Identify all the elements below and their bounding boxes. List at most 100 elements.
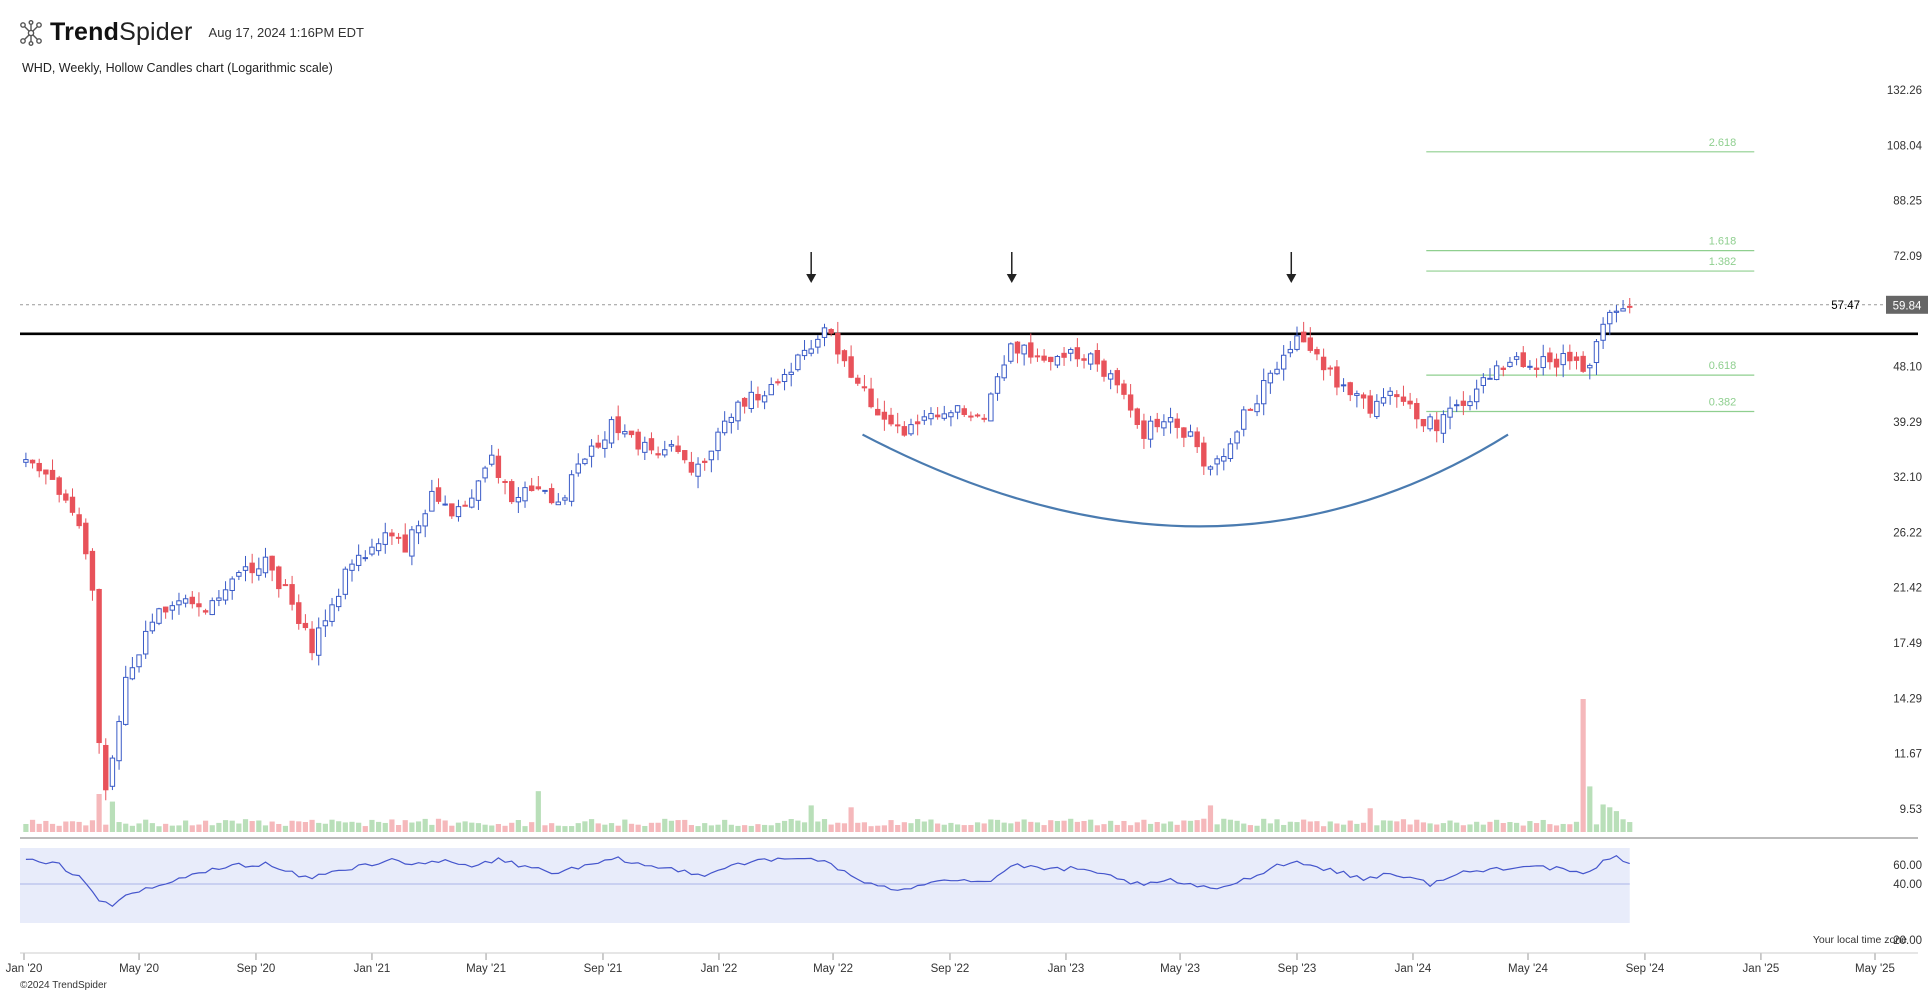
- candle-body: [835, 332, 841, 355]
- volume-bar: [828, 824, 834, 832]
- x-tick-label: May '20: [119, 963, 159, 975]
- candle-body: [349, 563, 355, 571]
- volume-bar: [262, 825, 269, 832]
- price-tick-label: 26.22: [1893, 527, 1922, 539]
- volume-bar: [389, 819, 395, 832]
- volume-bar: [269, 821, 275, 832]
- volume-bar: [129, 825, 135, 832]
- volume-bar: [1241, 823, 1247, 832]
- volume-bar: [462, 821, 468, 832]
- volume-bar: [675, 820, 681, 832]
- candle-body: [628, 430, 635, 436]
- volume-bar: [1387, 820, 1393, 832]
- candle-body: [688, 461, 695, 473]
- rounded-bottom-arc: [862, 433, 1509, 528]
- volume-bar: [755, 824, 761, 832]
- volume-bar: [994, 819, 1001, 832]
- candle-body: [1394, 394, 1400, 398]
- volume-bar: [1287, 821, 1293, 832]
- candle-body: [901, 426, 908, 436]
- volume-bar: [469, 822, 475, 832]
- volume-bar: [888, 820, 894, 832]
- candle-body: [828, 329, 834, 334]
- x-tick-label: Sep '21: [584, 963, 623, 975]
- volume-bar: [542, 825, 548, 832]
- volume-bar: [356, 822, 362, 832]
- rsi-tick-label: 60.00: [1893, 860, 1922, 872]
- volume-bar: [1307, 821, 1313, 832]
- candle-body: [761, 395, 768, 403]
- volume-bar: [1573, 821, 1580, 832]
- volume-bar: [588, 819, 595, 832]
- candle-body: [1540, 356, 1546, 369]
- volume-bar: [1627, 822, 1633, 832]
- candle-body: [582, 458, 588, 465]
- candle-body: [1593, 341, 1600, 364]
- volume-bar: [395, 824, 402, 832]
- rsi-line: [25, 854, 1630, 907]
- candle-body: [43, 469, 49, 475]
- x-tick-label: Sep '24: [1626, 963, 1665, 975]
- volume-bar: [1068, 818, 1074, 832]
- volume-bar: [309, 819, 315, 832]
- candle-body: [1274, 368, 1280, 375]
- fib-level-label: 0.618: [1709, 360, 1737, 372]
- candle-body: [282, 584, 289, 587]
- candle-body: [1008, 343, 1014, 362]
- volume-bar: [1294, 822, 1300, 832]
- volume-bar: [529, 822, 535, 832]
- volume-bar: [549, 823, 555, 832]
- candle-body: [1434, 419, 1440, 432]
- volume-bar: [742, 825, 748, 832]
- candle-body: [1454, 404, 1460, 407]
- candle-body: [1028, 342, 1034, 358]
- volume-bar: [875, 825, 881, 832]
- candle-body: [988, 393, 994, 422]
- volume-bar: [1008, 823, 1014, 832]
- candle-body: [855, 377, 861, 384]
- candle-body: [974, 414, 981, 417]
- candle-body: [229, 578, 235, 591]
- volume-bar: [1487, 821, 1493, 832]
- volume-bar: [954, 824, 961, 832]
- volume-bar: [815, 821, 821, 832]
- volume-bar: [415, 821, 422, 832]
- volume-bar: [1001, 822, 1007, 832]
- volume-bar: [1041, 825, 1047, 832]
- x-tick-label: Jan '22: [701, 963, 738, 975]
- candle-body: [1061, 352, 1067, 358]
- candle-body: [1068, 349, 1074, 354]
- volume-bar: [163, 823, 169, 832]
- candle-body: [801, 349, 808, 357]
- candle-body: [515, 496, 522, 503]
- candle-body: [522, 487, 528, 502]
- candle-body: [249, 562, 255, 574]
- candle-body: [1487, 377, 1493, 380]
- x-tick-label: Jan '25: [1743, 963, 1780, 975]
- x-tick-label: Jan '21: [354, 963, 391, 975]
- candle-body: [1420, 418, 1427, 427]
- volume-bar: [502, 825, 508, 832]
- volume-bar: [655, 822, 661, 832]
- volume-bar: [628, 823, 635, 832]
- volume-bar: [109, 801, 116, 832]
- candle-body: [335, 595, 342, 608]
- candle-body: [495, 455, 502, 478]
- volume-bar: [855, 822, 861, 832]
- candle-body: [242, 566, 249, 571]
- candle-body: [741, 397, 748, 407]
- price-tick-label: 108.04: [1887, 140, 1923, 152]
- volume-bar: [1440, 823, 1446, 832]
- fib-level-label: 1.618: [1709, 236, 1737, 248]
- candle-body: [316, 627, 322, 656]
- volume-bar: [1360, 822, 1367, 832]
- volume-bar: [89, 820, 96, 832]
- volume-bar: [1141, 819, 1147, 832]
- volume-bar: [1147, 823, 1154, 832]
- candle-body: [1101, 360, 1107, 377]
- candle-body: [289, 584, 295, 605]
- candle-body: [1527, 365, 1533, 368]
- candle-body: [1587, 364, 1593, 369]
- candle-body: [256, 568, 262, 576]
- candle-body: [768, 384, 774, 396]
